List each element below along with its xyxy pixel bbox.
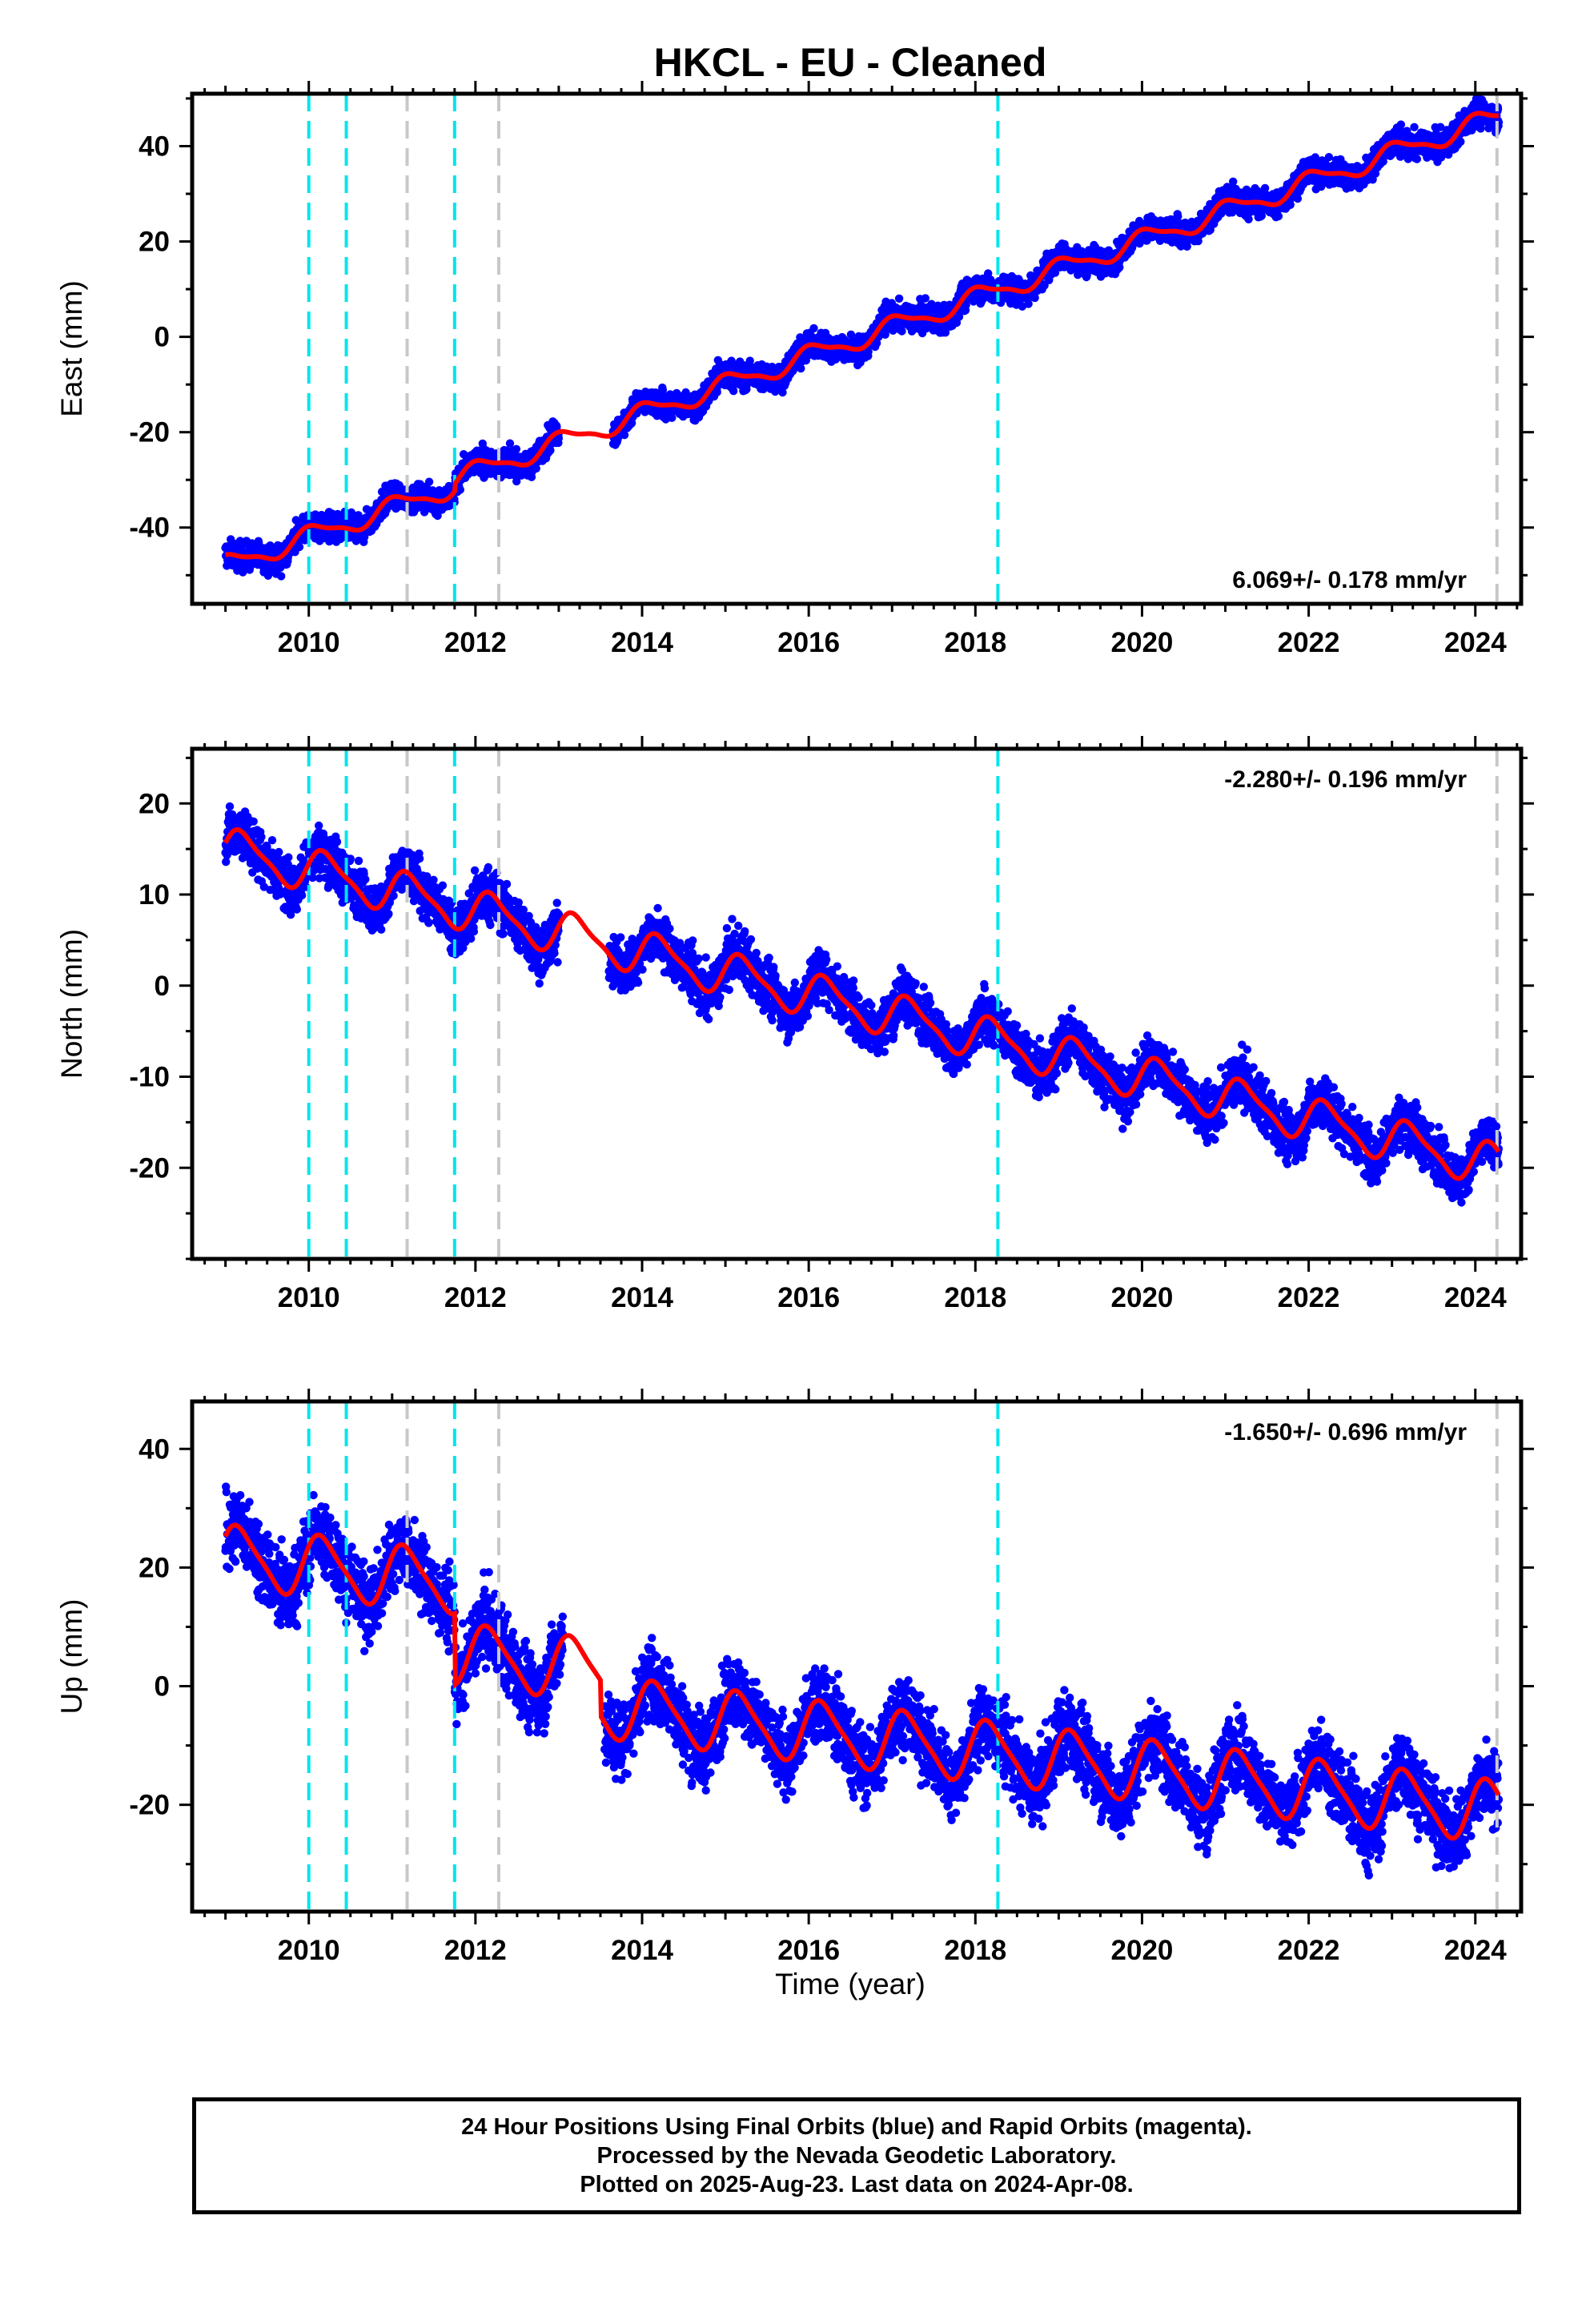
data-point (1274, 211, 1283, 221)
data-point (921, 294, 930, 303)
data-point (1024, 300, 1033, 308)
data-point (255, 538, 263, 547)
data-point (512, 444, 521, 453)
data-point (512, 476, 521, 486)
data-point (295, 542, 304, 552)
data-point (554, 434, 564, 443)
data-point (1412, 155, 1422, 163)
data-point (745, 356, 754, 365)
data-point (681, 388, 690, 397)
data-point (532, 464, 540, 473)
panel-0: 2010 2012 2014 2016 2018 2020 2022 2024-40-2002… (55, 81, 1534, 658)
data-points (221, 94, 1504, 581)
data-point (1174, 212, 1182, 221)
data-point (1410, 123, 1419, 131)
data-point (456, 485, 464, 494)
figure-title: HKCL - EU - Cleaned (654, 40, 1047, 85)
data-point (809, 324, 818, 333)
plot-area (221, 94, 1504, 604)
x-tick-label: 2010 (278, 627, 340, 658)
data-point (1244, 215, 1253, 223)
data-point (668, 413, 677, 422)
data-point (658, 385, 668, 395)
data-point (797, 364, 805, 373)
data-point (424, 477, 434, 486)
data-point (897, 327, 906, 336)
data-point (894, 294, 904, 303)
x-tick-label: 2012 (444, 627, 507, 658)
data-point (1229, 177, 1238, 186)
panels: 2010 2012 2014 2016 2018 2020 2022 2024-40-2002… (55, 81, 1534, 1966)
data-point (505, 439, 515, 448)
data-point (1456, 137, 1465, 147)
data-point (1293, 194, 1303, 203)
data-point (713, 388, 721, 396)
data-point (1396, 120, 1406, 129)
data-point (1324, 153, 1334, 162)
data-point (277, 572, 286, 581)
data-point (620, 431, 629, 440)
data-point (347, 508, 356, 517)
data-point (546, 446, 555, 455)
data-point (729, 387, 738, 396)
